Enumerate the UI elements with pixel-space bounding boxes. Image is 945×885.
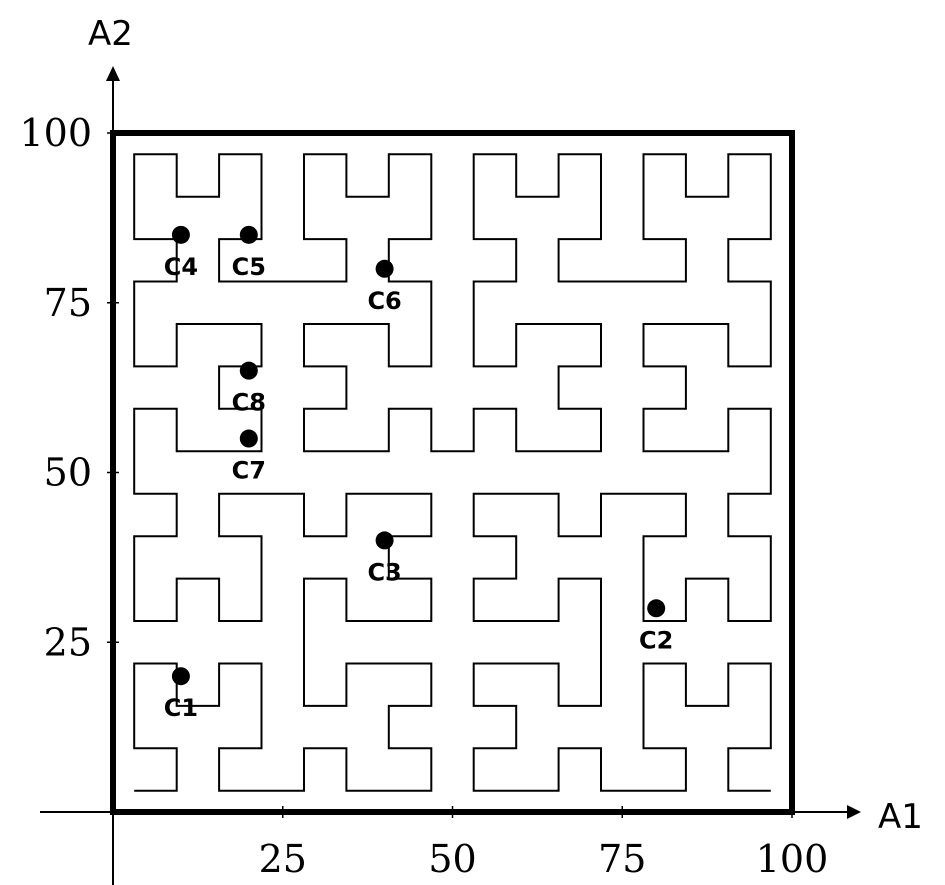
y-tick-label: 25: [44, 620, 92, 664]
data-point-label-c2: C2: [639, 626, 673, 654]
data-point-c8: [239, 361, 258, 380]
data-point-c7: [239, 429, 258, 448]
y-tick-label: 75: [44, 281, 92, 325]
data-points: C1 C2 C3 C4 C5 C6 C7 C8: [164, 225, 673, 722]
data-point-c3: [375, 531, 394, 550]
data-point-c4: [171, 225, 190, 244]
data-point-label-c5: C5: [232, 253, 266, 281]
x-tick-label: 50: [428, 837, 476, 881]
data-point-label-c1: C1: [164, 694, 198, 722]
data-point-label-c3: C3: [367, 558, 401, 586]
data-point-c5: [239, 225, 258, 244]
x-tick-labels: 25 50 75 100: [259, 806, 829, 881]
data-point-label-c4: C4: [164, 253, 198, 281]
data-point-label-c8: C8: [232, 389, 266, 417]
data-point-c2: [647, 599, 666, 618]
data-point-c6: [375, 259, 394, 278]
x-tick-label: 25: [259, 837, 307, 881]
y-axis-arrow-icon: [106, 66, 120, 81]
y-tick-label: 50: [44, 451, 92, 495]
x-tick-label: 100: [756, 837, 829, 881]
x-tick-label: 75: [598, 837, 646, 881]
data-point-c1: [171, 667, 190, 686]
y-tick-label: 100: [19, 111, 92, 155]
y-tick-labels: 100 75 50 25: [19, 111, 119, 664]
y-axis-label: A2: [88, 14, 133, 54]
x-axis-label: A1: [878, 797, 923, 837]
boundary-square: [110, 130, 795, 815]
data-point-label-c6: C6: [367, 287, 401, 315]
space-filling-curve: [133, 153, 772, 792]
data-point-label-c7: C7: [232, 457, 266, 485]
x-axis-arrow-icon: [847, 805, 861, 819]
curve-group: [133, 153, 772, 792]
